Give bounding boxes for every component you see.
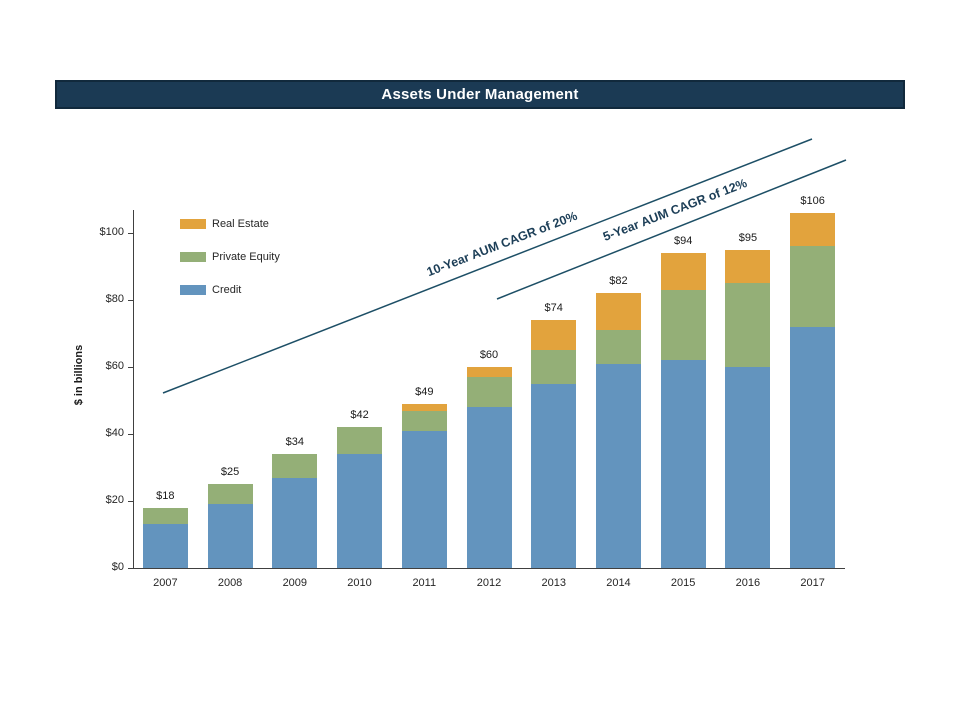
- x-axis-label: 2015: [670, 577, 696, 589]
- bar-segment-private-equity: [337, 427, 383, 455]
- bar-segment-credit: [142, 524, 188, 568]
- y-axis-tick-label: $0: [111, 561, 124, 573]
- x-axis-label: 2016: [735, 577, 761, 589]
- x-axis-label: 2009: [282, 577, 308, 589]
- title-banner: Assets Under Management: [55, 80, 905, 109]
- bar-segment-private-equity: [466, 377, 512, 408]
- chart-legend: Real Estate Private Equity Credit: [180, 218, 280, 318]
- bar-segment-real-estate: [595, 293, 641, 331]
- cagr-10yr-label: 10-Year AUM CAGR of 20%: [424, 208, 580, 280]
- bar-segment-private-equity: [660, 289, 706, 361]
- y-axis-tick-mark: [128, 568, 133, 569]
- y-axis-tick-mark: [128, 501, 133, 502]
- legend-label: Real Estate: [212, 218, 269, 230]
- x-axis-label: 2012: [476, 577, 502, 589]
- bar-segment-credit: [595, 363, 641, 568]
- y-axis-tick-label: $40: [105, 427, 124, 439]
- x-axis-label: 2017: [800, 577, 825, 589]
- legend-label: Credit: [212, 284, 242, 296]
- y-axis-tick-mark: [128, 434, 133, 435]
- bar-segment-real-estate: [401, 403, 447, 411]
- bar-total-label: $49: [415, 385, 434, 398]
- x-axis-label: 2008: [217, 577, 243, 589]
- y-axis-tick-mark: [128, 300, 133, 301]
- legend-swatch: [180, 252, 206, 262]
- bar-segment-real-estate: [466, 367, 512, 378]
- bar-segment-credit: [790, 326, 836, 568]
- x-axis-label: 2014: [606, 577, 631, 589]
- bar-segment-real-estate: [725, 249, 771, 284]
- y-axis-tick-mark: [128, 367, 133, 368]
- bar-segment-credit: [531, 383, 577, 568]
- legend-item-credit: Credit: [180, 284, 280, 296]
- x-axis-label: 2007: [153, 577, 178, 589]
- bar-segment-credit: [272, 477, 318, 568]
- y-axis-tick-label: $60: [105, 360, 124, 372]
- legend-label: Private Equity: [212, 251, 280, 263]
- bar-total-label: $82: [609, 275, 628, 288]
- bar-total-label: $106: [800, 194, 825, 207]
- bar-segment-real-estate: [531, 320, 577, 351]
- y-axis-line: [133, 210, 134, 568]
- bar-segment-private-equity: [595, 330, 641, 364]
- bar-segment-credit: [401, 430, 447, 568]
- bar-total-label: $25: [220, 466, 240, 479]
- x-axis-label: 2013: [541, 577, 566, 589]
- x-axis-line: [133, 568, 845, 569]
- y-axis-tick-label: $80: [105, 293, 124, 305]
- legend-item-private-equity: Private Equity: [180, 251, 280, 263]
- bar-segment-private-equity: [725, 283, 771, 367]
- x-axis-label: 2011: [412, 577, 437, 589]
- bar-total-label: $95: [738, 231, 758, 244]
- bar-total-label: $18: [156, 489, 175, 502]
- bar-segment-credit: [725, 367, 771, 568]
- bar-segment-credit: [466, 407, 512, 568]
- bar-total-label: $74: [544, 302, 563, 315]
- bar-segment-private-equity: [790, 246, 836, 327]
- bar-segment-private-equity: [401, 410, 447, 431]
- y-axis-tick-mark: [128, 233, 133, 234]
- bar-total-label: $60: [479, 349, 499, 361]
- legend-swatch: [180, 219, 206, 229]
- y-axis-tick-label: $20: [105, 494, 124, 506]
- bar-segment-real-estate: [660, 253, 706, 290]
- bar-segment-real-estate: [790, 212, 836, 247]
- bar-segment-private-equity: [207, 484, 253, 505]
- bar-total-label: $42: [350, 409, 369, 422]
- bar-segment-credit: [660, 360, 706, 568]
- bar-total-label: $94: [673, 235, 693, 248]
- y-axis-tick-label: $100: [99, 226, 124, 238]
- legend-swatch: [180, 285, 206, 295]
- legend-item-real-estate: Real Estate: [180, 218, 280, 230]
- page-title: Assets Under Management: [381, 86, 579, 103]
- bar-segment-private-equity: [531, 350, 577, 384]
- bar-segment-private-equity: [142, 507, 188, 525]
- bar-segment-credit: [207, 504, 253, 568]
- x-axis-label: 2010: [347, 577, 372, 589]
- bar-segment-private-equity: [272, 454, 318, 478]
- bar-segment-credit: [337, 454, 383, 568]
- bar-total-label: $34: [285, 436, 304, 449]
